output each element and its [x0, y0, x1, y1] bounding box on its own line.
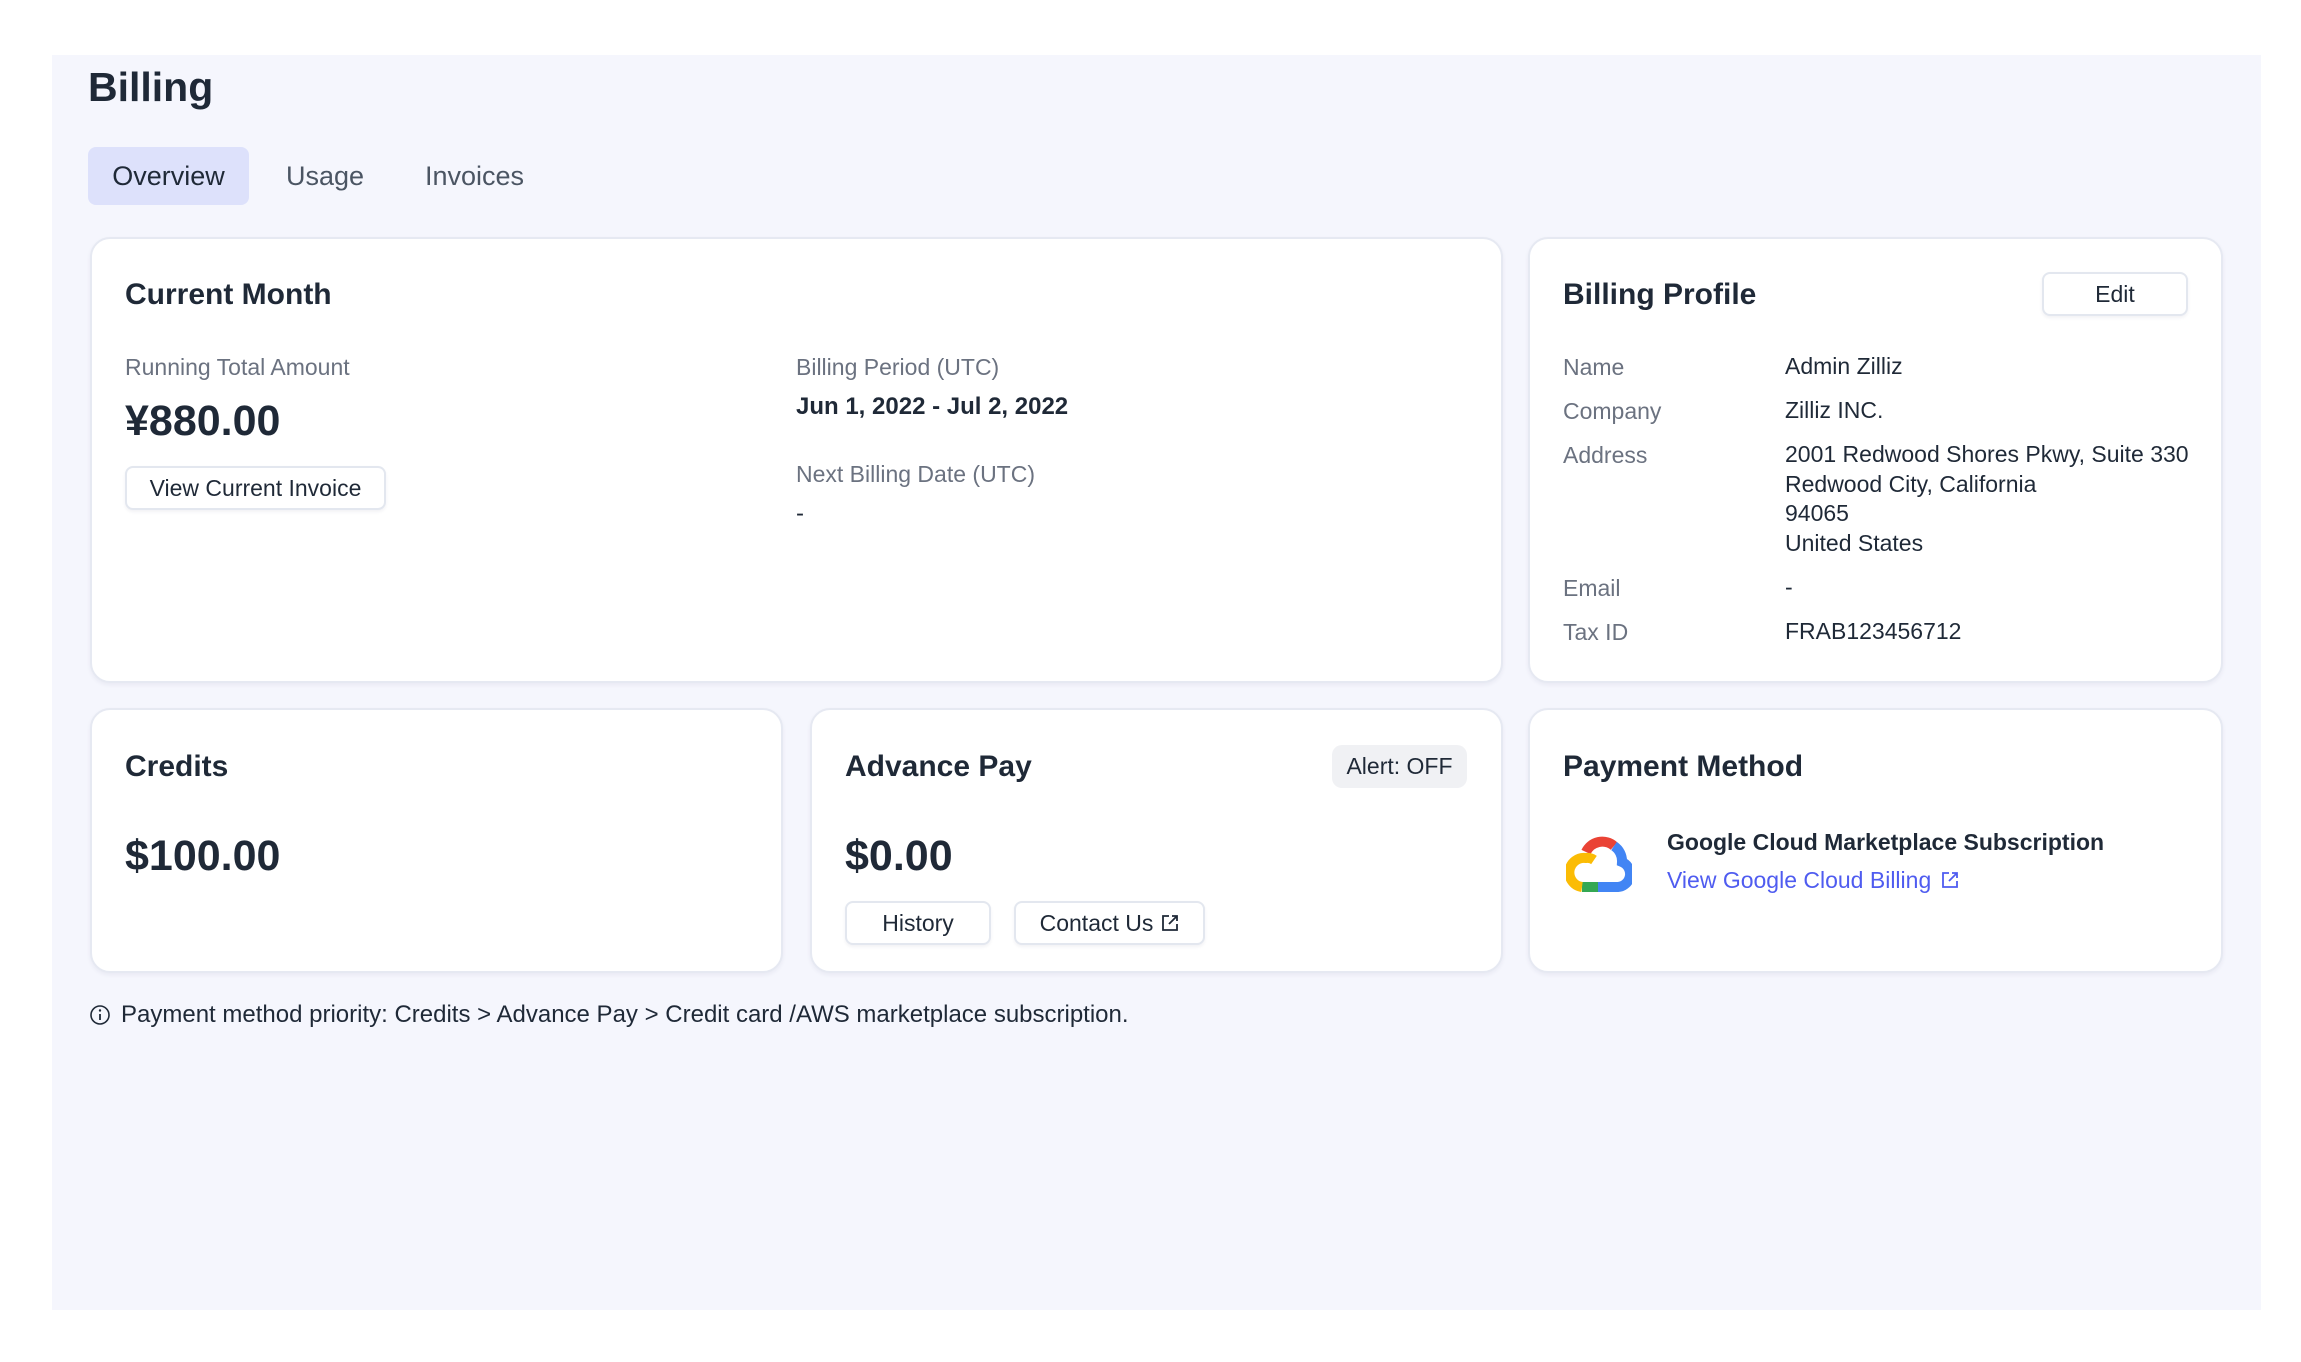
credits-amount: $100.00 [125, 832, 281, 880]
info-icon [90, 1005, 110, 1025]
google-cloud-logo [1566, 836, 1632, 892]
current-month-title: Current Month [125, 278, 332, 311]
name-label: Name [1563, 354, 1625, 380]
billing-period-label: Billing Period (UTC) [796, 354, 1000, 380]
contact-us-button[interactable]: Contact Us [1014, 901, 1205, 945]
view-google-cloud-billing-link[interactable]: View Google Cloud Billing [1667, 865, 1959, 895]
current-month-card [90, 237, 1503, 683]
external-link-icon [1162, 915, 1179, 931]
page-title: Billing [88, 64, 214, 110]
email-value: - [1785, 574, 1793, 600]
payment-priority-note: Payment method priority: Credits > Advan… [121, 1001, 1129, 1028]
payment-method-name: Google Cloud Marketplace Subscription [1667, 829, 2105, 855]
contact-us-label: Contact Us [1039, 909, 1154, 936]
billing-profile-title: Billing Profile [1563, 278, 1757, 311]
company-label: Company [1563, 398, 1662, 424]
view-current-invoice-button[interactable]: View Current Invoice [125, 466, 386, 510]
tab-invoices[interactable]: Invoices [425, 161, 525, 191]
name-value: Admin Zilliz [1785, 353, 1903, 379]
payment-method-card [1528, 708, 2223, 973]
advance-pay-amount: $0.00 [845, 832, 953, 880]
address-line: 2001 Redwood Shores Pkwy, Suite 330 [1785, 441, 2189, 467]
running-total-amount: ¥880.00 [125, 397, 281, 445]
external-link-icon [1942, 872, 1959, 888]
address-value: 2001 Redwood Shores Pkwy, Suite 330 Redw… [1785, 440, 2189, 558]
tab-usage[interactable]: Usage [286, 161, 365, 191]
billing-period-value: Jun 1, 2022 - Jul 2, 2022 [796, 393, 1069, 420]
link-label: View Google Cloud Billing [1667, 867, 1932, 893]
advance-pay-title: Advance Pay [845, 750, 1032, 783]
address-line: 94065 [1785, 500, 1849, 526]
tax-id-value: FRAB123456712 [1785, 618, 1962, 644]
next-billing-label: Next Billing Date (UTC) [796, 461, 1035, 487]
next-billing-value: - [796, 500, 804, 527]
credits-card [90, 708, 783, 973]
address-label: Address [1563, 442, 1648, 468]
edit-button[interactable]: Edit [2042, 272, 2188, 316]
credits-title: Credits [125, 750, 229, 783]
company-value: Zilliz INC. [1785, 397, 1884, 423]
tax-id-label: Tax ID [1563, 619, 1629, 645]
payment-method-title: Payment Method [1563, 750, 1804, 783]
history-button[interactable]: History [845, 901, 991, 945]
alert-status-badge[interactable]: Alert: OFF [1332, 745, 1467, 788]
address-line: United States [1785, 529, 1924, 556]
email-label: Email [1563, 575, 1621, 601]
address-line: Redwood City, California [1785, 470, 2037, 497]
running-total-label: Running Total Amount [125, 354, 350, 380]
tab-overview[interactable]: Overview [88, 147, 249, 205]
